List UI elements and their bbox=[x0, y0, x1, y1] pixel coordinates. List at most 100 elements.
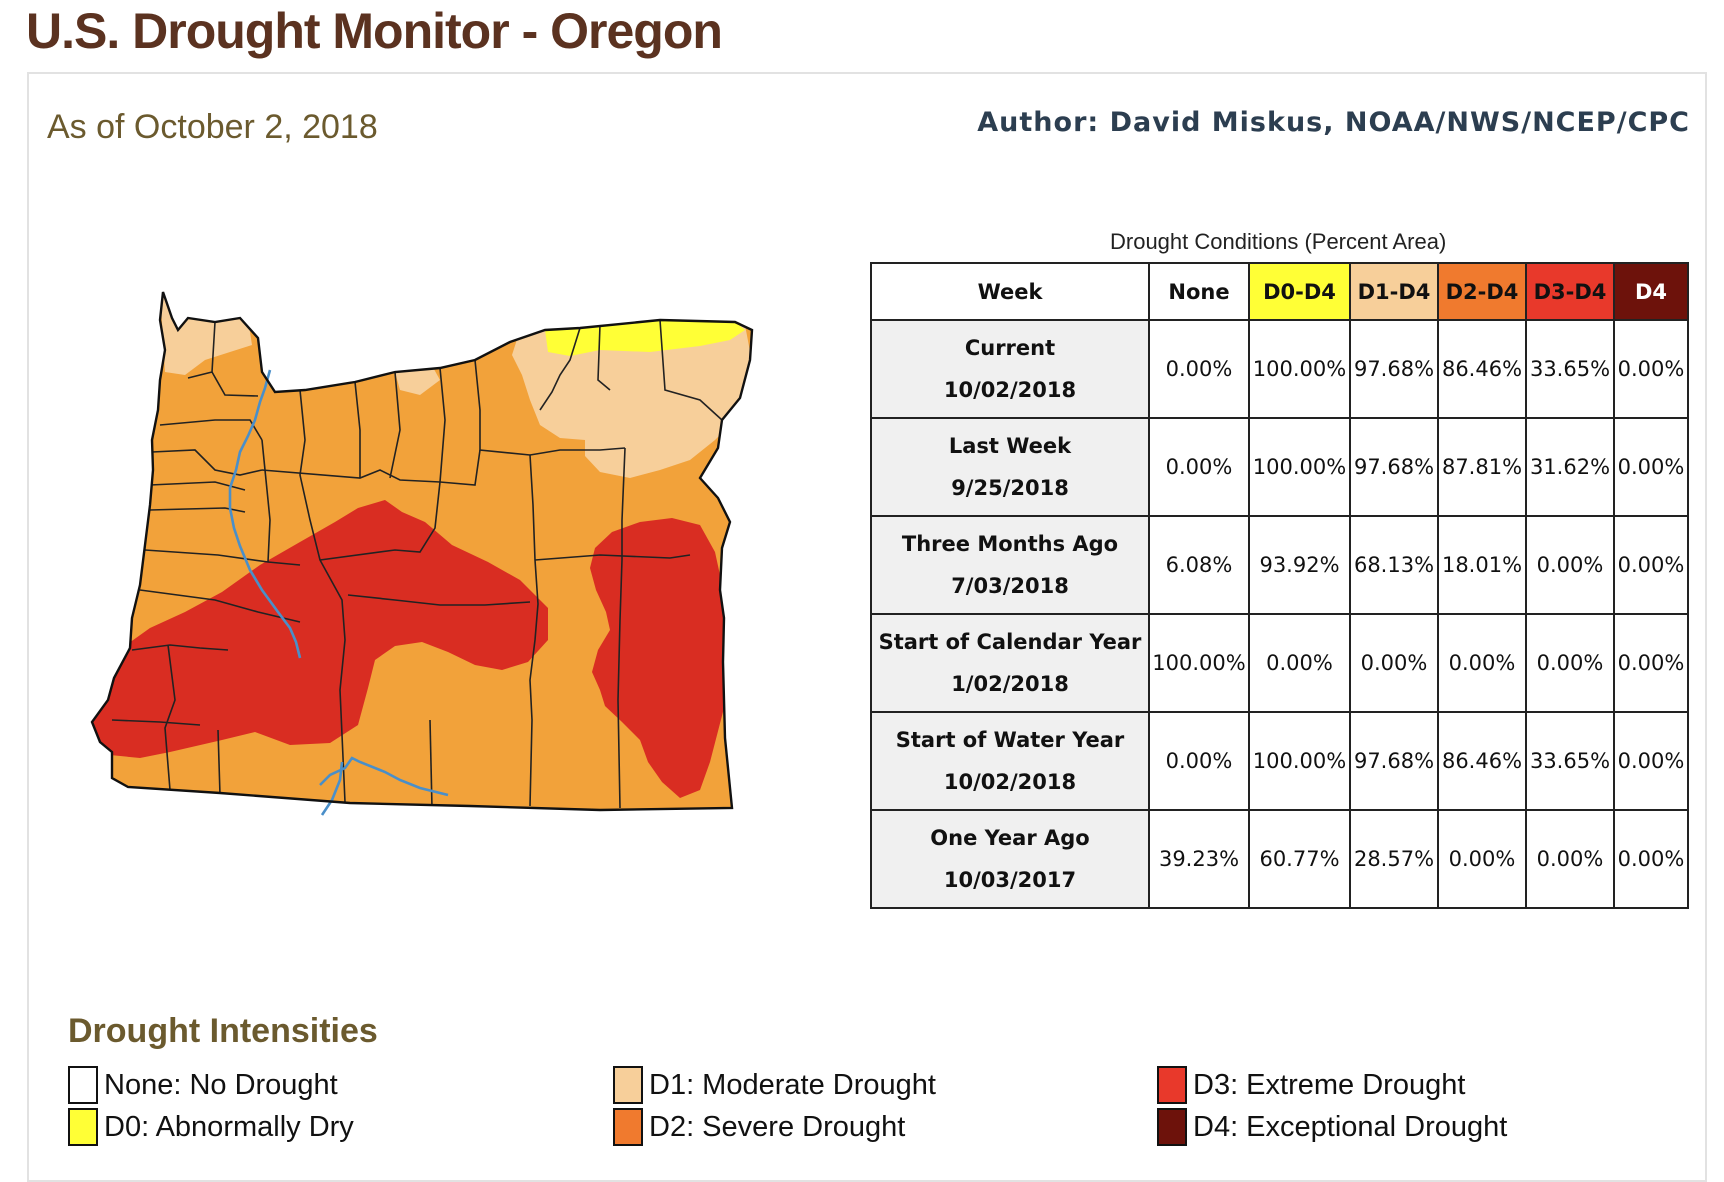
value-d2-d4: 0.00% bbox=[1437, 809, 1527, 909]
week-cell: Current 10/02/2018 bbox=[870, 319, 1150, 419]
value-d0-d4: 100.00% bbox=[1248, 711, 1351, 811]
d3-region-southeast bbox=[590, 518, 730, 798]
value-none: 0.00% bbox=[1148, 319, 1250, 419]
legend-label: D2: Severe Drought bbox=[649, 1110, 906, 1143]
value-none: 39.23% bbox=[1148, 809, 1250, 909]
col-header-d0-d4: D0-D4 bbox=[1248, 262, 1351, 321]
d3-region-central bbox=[92, 500, 548, 758]
value-d0-d4: 0.00% bbox=[1248, 613, 1351, 713]
table-row: Current 10/02/2018 0.00% 100.00% 97.68% 8… bbox=[870, 319, 1689, 419]
table-row: Three Months Ago 7/03/2018 6.08% 93.92% 6… bbox=[870, 515, 1689, 615]
legend-swatch bbox=[1157, 1066, 1187, 1104]
author-credit: Author: David Miskus, NOAA/NWS/NCEP/CPC bbox=[977, 107, 1690, 138]
table-row: One Year Ago 10/03/2017 39.23% 60.77% 28.… bbox=[870, 809, 1689, 909]
d0-region bbox=[545, 320, 745, 356]
table-row: Start of Water Year 10/02/2018 0.00% 100.… bbox=[870, 711, 1689, 811]
table-caption: Drought Conditions (Percent Area) bbox=[1110, 229, 1447, 254]
value-d2-d4: 86.46% bbox=[1437, 711, 1527, 811]
value-d3-d4: 33.65% bbox=[1525, 319, 1615, 419]
legend-label: D4: Exceptional Drought bbox=[1193, 1110, 1508, 1143]
week-date: 7/03/2018 bbox=[951, 574, 1069, 598]
col-header-week: Week bbox=[870, 262, 1150, 321]
legend-label: D3: Extreme Drought bbox=[1193, 1068, 1466, 1101]
value-d4: 0.00% bbox=[1613, 809, 1689, 909]
value-none: 0.00% bbox=[1148, 711, 1250, 811]
week-cell: Start of Water Year 10/02/2018 bbox=[870, 711, 1150, 811]
willamette-river bbox=[228, 369, 302, 659]
as-of-date: As of October 2, 2018 bbox=[47, 108, 378, 146]
value-d1-d4: 28.57% bbox=[1349, 809, 1439, 909]
value-d4: 0.00% bbox=[1613, 319, 1689, 419]
week-cell: Last Week 9/25/2018 bbox=[870, 417, 1150, 517]
week-date: 9/25/2018 bbox=[951, 476, 1069, 500]
week-date: 10/02/2018 bbox=[943, 378, 1077, 402]
col-header-d2-d4: D2-D4 bbox=[1437, 262, 1527, 321]
legend-label: D0: Abnormally Dry bbox=[104, 1110, 354, 1143]
value-d2-d4: 18.01% bbox=[1437, 515, 1527, 615]
week-date: 10/02/2018 bbox=[943, 770, 1077, 794]
rivers bbox=[228, 369, 449, 816]
legend-label: D1: Moderate Drought bbox=[649, 1068, 936, 1101]
value-none: 100.00% bbox=[1148, 613, 1250, 713]
table-header-row: Week None D0-D4 D1-D4 D2-D4 D3-D4 D4 bbox=[870, 262, 1689, 321]
value-d2-d4: 87.81% bbox=[1437, 417, 1527, 517]
value-d0-d4: 60.77% bbox=[1248, 809, 1351, 909]
drought-conditions-table: Week None D0-D4 D1-D4 D2-D4 D3-D4 D4 Cur… bbox=[870, 262, 1689, 909]
col-header-none: None bbox=[1148, 262, 1250, 321]
legend-item-d3: D3: Extreme Drought bbox=[1157, 1065, 1465, 1105]
value-d2-d4: 0.00% bbox=[1437, 613, 1527, 713]
legend-swatch bbox=[613, 1066, 643, 1104]
col-header-d3-d4: D3-D4 bbox=[1525, 262, 1615, 321]
value-d0-d4: 93.92% bbox=[1248, 515, 1351, 615]
table-row: Start of Calendar Year 1/02/2018 100.00% … bbox=[870, 613, 1689, 713]
value-d3-d4: 0.00% bbox=[1525, 515, 1615, 615]
week-label: Three Months Ago bbox=[901, 532, 1119, 556]
legend-swatch bbox=[68, 1066, 98, 1104]
week-cell: Start of Calendar Year 1/02/2018 bbox=[870, 613, 1150, 713]
value-none: 6.08% bbox=[1148, 515, 1250, 615]
value-d0-d4: 100.00% bbox=[1248, 417, 1351, 517]
legend-item-d0: D0: Abnormally Dry bbox=[68, 1107, 354, 1147]
legend-label: None: No Drought bbox=[104, 1068, 338, 1101]
value-d0-d4: 100.00% bbox=[1248, 319, 1351, 419]
d1-region-northeast bbox=[512, 325, 752, 478]
value-d3-d4: 0.00% bbox=[1525, 613, 1615, 713]
legend-title: Drought Intensities bbox=[68, 1012, 378, 1050]
value-d1-d4: 97.68% bbox=[1349, 319, 1439, 419]
legend-item-d1: D1: Moderate Drought bbox=[613, 1065, 936, 1105]
value-d1-d4: 68.13% bbox=[1349, 515, 1439, 615]
legend-swatch bbox=[613, 1108, 643, 1146]
value-d2-d4: 86.46% bbox=[1437, 319, 1527, 419]
county-boundaries bbox=[111, 319, 723, 809]
week-label: Start of Water Year bbox=[895, 728, 1125, 752]
value-d4: 0.00% bbox=[1613, 613, 1689, 713]
week-label: Last Week bbox=[948, 434, 1072, 458]
oregon-drought-map bbox=[90, 290, 754, 816]
col-header-d1-d4: D1-D4 bbox=[1349, 262, 1439, 321]
value-d1-d4: 97.68% bbox=[1349, 711, 1439, 811]
value-d3-d4: 31.62% bbox=[1525, 417, 1615, 517]
value-d4: 0.00% bbox=[1613, 515, 1689, 615]
legend-swatch bbox=[1157, 1108, 1187, 1146]
week-label: One Year Ago bbox=[930, 826, 1090, 850]
klamath-river bbox=[319, 756, 449, 797]
week-label: Start of Calendar Year bbox=[878, 630, 1142, 654]
week-cell: One Year Ago 10/03/2017 bbox=[870, 809, 1150, 909]
value-d1-d4: 0.00% bbox=[1349, 613, 1439, 713]
value-d3-d4: 0.00% bbox=[1525, 809, 1615, 909]
value-d3-d4: 33.65% bbox=[1525, 711, 1615, 811]
table-row: Last Week 9/25/2018 0.00% 100.00% 97.68% … bbox=[870, 417, 1689, 517]
legend-swatch bbox=[68, 1108, 98, 1146]
legend-item-none: None: No Drought bbox=[68, 1065, 338, 1105]
value-d4: 0.00% bbox=[1613, 417, 1689, 517]
value-none: 0.00% bbox=[1148, 417, 1250, 517]
legend-item-d4: D4: Exceptional Drought bbox=[1157, 1107, 1507, 1147]
week-date: 10/03/2017 bbox=[943, 868, 1077, 892]
week-date: 1/02/2018 bbox=[951, 672, 1069, 696]
week-label: Current bbox=[964, 336, 1056, 360]
value-d4: 0.00% bbox=[1613, 711, 1689, 811]
page-title: U.S. Drought Monitor - Oregon bbox=[26, 3, 723, 59]
col-header-d4: D4 bbox=[1613, 262, 1689, 321]
week-cell: Three Months Ago 7/03/2018 bbox=[870, 515, 1150, 615]
legend-item-d2: D2: Severe Drought bbox=[613, 1107, 905, 1147]
